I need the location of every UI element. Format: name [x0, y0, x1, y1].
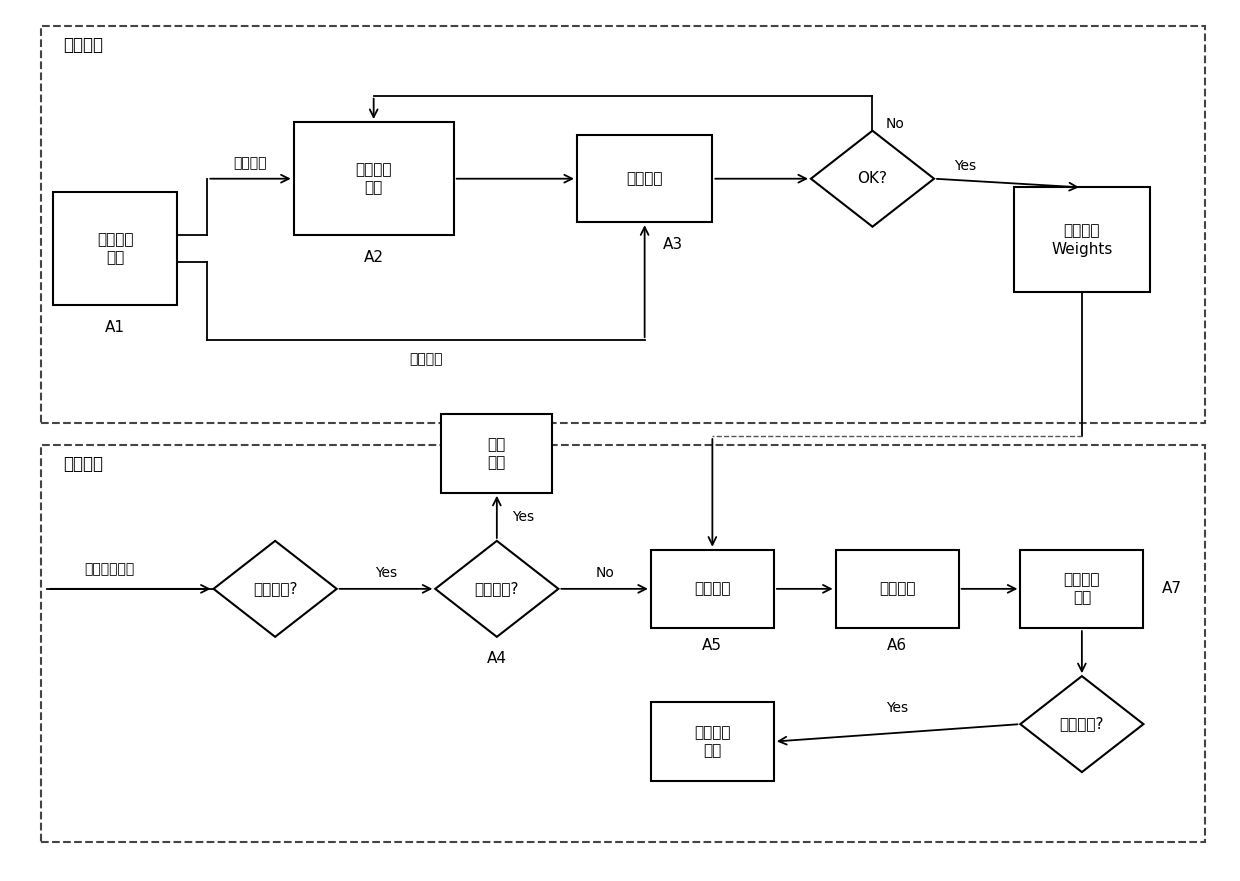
- Polygon shape: [811, 130, 934, 226]
- Bar: [651, 702, 774, 781]
- Text: 遮挡
异常: 遮挡 异常: [487, 437, 506, 470]
- Text: A4: A4: [487, 651, 507, 666]
- Bar: [1014, 188, 1149, 292]
- Text: 开门信号?: 开门信号?: [253, 581, 298, 596]
- Text: A1: A1: [105, 320, 125, 335]
- Text: 在线阶段: 在线阶段: [63, 455, 103, 473]
- Text: 训练样本: 训练样本: [234, 156, 268, 170]
- Text: 测试样本: 测试样本: [409, 352, 443, 366]
- Text: A6: A6: [887, 638, 908, 653]
- Bar: [1021, 550, 1143, 628]
- Text: 遮挡判断?: 遮挡判断?: [475, 581, 520, 596]
- Text: 阈值判定
计数: 阈值判定 计数: [1064, 572, 1100, 605]
- Text: 摄像头视频流: 摄像头视频流: [84, 563, 134, 577]
- Bar: [53, 192, 176, 305]
- Bar: [41, 26, 1205, 423]
- Text: Yes: Yes: [887, 701, 908, 715]
- Bar: [651, 550, 774, 628]
- Text: 模型参数
Weights: 模型参数 Weights: [1052, 223, 1112, 256]
- Text: A2: A2: [363, 249, 383, 264]
- Text: A7: A7: [1162, 581, 1182, 596]
- Text: 模型搭建
训练: 模型搭建 训练: [356, 162, 392, 196]
- Polygon shape: [1021, 676, 1143, 772]
- Text: Yes: Yes: [954, 159, 976, 173]
- Text: 目标跟踪: 目标跟踪: [879, 581, 915, 596]
- Polygon shape: [213, 541, 337, 637]
- Bar: [577, 135, 712, 222]
- Text: 离线阶段: 离线阶段: [63, 36, 103, 55]
- Text: No: No: [595, 566, 614, 581]
- Bar: [441, 414, 552, 492]
- Text: 人头检测: 人头检测: [694, 581, 730, 596]
- Bar: [836, 550, 959, 628]
- Polygon shape: [435, 541, 558, 637]
- Text: 模型测试: 模型测试: [626, 171, 663, 186]
- Bar: [294, 122, 454, 235]
- Text: 关门信号?: 关门信号?: [1060, 716, 1104, 731]
- Text: A3: A3: [663, 237, 683, 252]
- Text: No: No: [885, 116, 904, 130]
- Text: 统计人数
上传: 统计人数 上传: [694, 725, 730, 759]
- Text: OK?: OK?: [858, 171, 888, 186]
- Bar: [41, 445, 1205, 842]
- Text: A5: A5: [702, 638, 723, 653]
- Text: Yes: Yes: [512, 510, 533, 524]
- Text: Yes: Yes: [374, 566, 397, 581]
- Text: 样本收集
制作: 样本收集 制作: [97, 232, 133, 265]
